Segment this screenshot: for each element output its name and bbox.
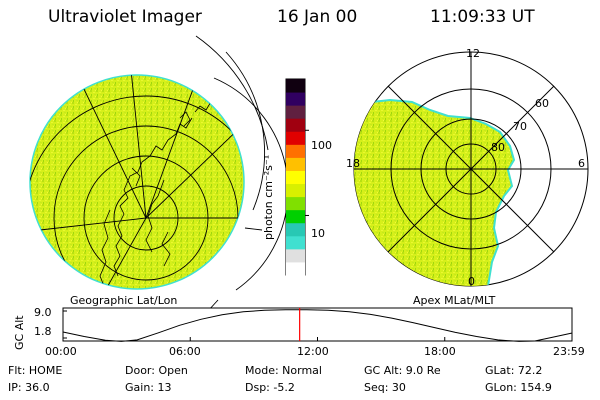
time-label: 11:09:33 UT xyxy=(430,7,535,27)
mlat-label-70: 70 xyxy=(513,120,527,133)
status-glat: GLat: 72.2 xyxy=(485,364,543,377)
colorbar-segment xyxy=(286,261,305,276)
altitude-timeline xyxy=(62,307,573,342)
status-ip: IP: 36.0 xyxy=(8,381,50,394)
colorbar xyxy=(285,78,309,276)
geographic-image xyxy=(29,35,289,339)
timeline-ytick-high: 9.0 xyxy=(34,306,52,319)
timeline-xtick-1200: 12:00 xyxy=(297,345,329,358)
status-gc-alt: GC Alt: 9.0 Re xyxy=(364,364,441,377)
colorbar-segment xyxy=(286,248,305,263)
timeline-xtick-1800: 18:00 xyxy=(424,345,456,358)
colorbar-segment xyxy=(286,157,305,171)
instrument-title: Ultraviolet Imager xyxy=(48,7,202,27)
colorbar-unit-label: photon cm⁻²s⁻¹ xyxy=(262,154,275,240)
polar-panel-label: Apex MLat/MLT xyxy=(413,294,496,307)
status-gain: Gain: 13 xyxy=(125,381,172,394)
geographic-earth-disk xyxy=(29,74,245,290)
timeline-orbit-curve xyxy=(62,309,572,342)
colorbar-segment xyxy=(286,131,305,145)
colorbar-segment xyxy=(286,79,305,93)
mlat-label-80: 80 xyxy=(491,141,505,154)
status-dsp: Dsp: -5.2 xyxy=(245,381,295,394)
timeline-y-ticks xyxy=(62,310,573,341)
status-glon: GLon: 154.9 xyxy=(485,381,552,394)
coastline xyxy=(99,91,243,287)
polar-grid xyxy=(354,52,588,286)
timeline-xtick-0600: 06:00 xyxy=(169,345,201,358)
polar-image xyxy=(353,51,589,287)
colorbar-segment xyxy=(286,183,305,198)
timeline-ytick-low: 1.8 xyxy=(34,325,52,338)
status-mode: Mode: Normal xyxy=(245,364,322,377)
status-seq: Seq: 30 xyxy=(364,381,406,394)
mlt-label-0: 0 xyxy=(468,275,475,288)
status-flight: Flt: HOME xyxy=(8,364,63,377)
colorbar-segment xyxy=(286,92,305,106)
mlt-label-12: 12 xyxy=(466,47,480,60)
mlt-label-6: 6 xyxy=(578,157,585,170)
mlt-label-18: 18 xyxy=(346,157,360,170)
colorbar-segment xyxy=(286,144,305,158)
timeline-ylabel: GC Alt xyxy=(13,315,26,350)
colorbar-segments xyxy=(286,79,305,276)
colorbar-tick-10: 10 xyxy=(311,227,325,240)
mlat-label-60: 60 xyxy=(535,97,549,110)
colorbar-segment xyxy=(286,118,305,132)
status-door: Door: Open xyxy=(125,364,188,377)
date-label: 16 Jan 00 xyxy=(277,7,358,27)
timeline-xtick-2359: 23:59 xyxy=(553,345,585,358)
colorbar-ticks xyxy=(305,129,309,216)
colorbar-segment xyxy=(286,222,305,237)
colorbar-tick-100: 100 xyxy=(311,139,332,152)
colorbar-segment xyxy=(286,235,305,250)
colorbar-segment xyxy=(286,170,305,185)
colorbar-segment xyxy=(286,196,305,211)
polar-emission-region xyxy=(354,98,516,286)
timeline-xtick-0000: 00:00 xyxy=(45,345,77,358)
colorbar-segment xyxy=(286,209,305,224)
colorbar-segment xyxy=(286,105,305,119)
geographic-panel-label: Geographic Lat/Lon xyxy=(70,294,178,307)
timeline-frame xyxy=(62,307,573,342)
